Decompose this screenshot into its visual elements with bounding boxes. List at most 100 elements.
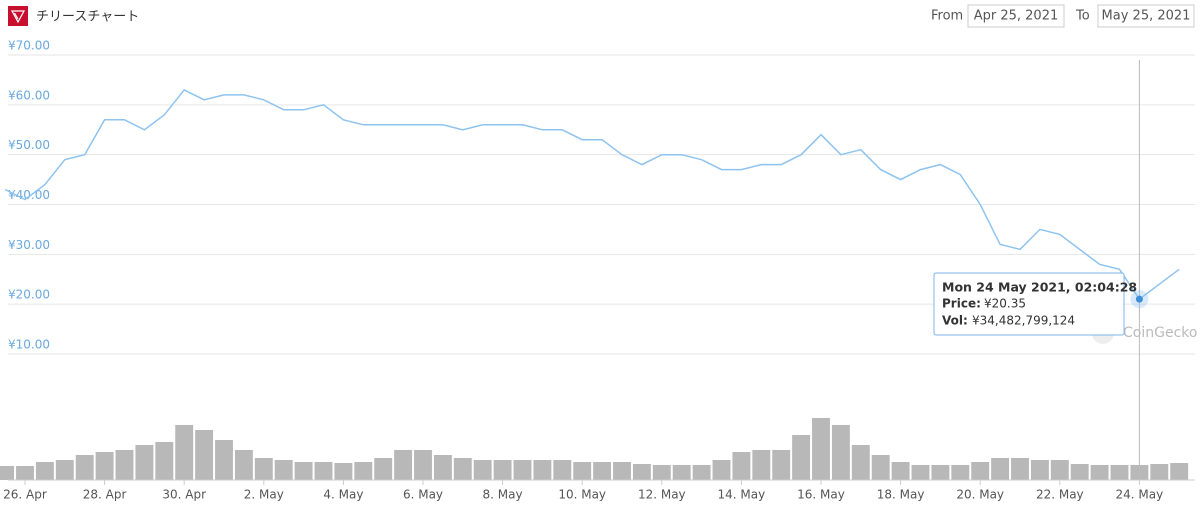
x-tick-label: 10. May <box>558 488 606 502</box>
y-tick-label: ¥30.00 <box>8 238 50 252</box>
y-tick-label: ¥70.00 <box>8 39 50 53</box>
x-tick-label: 6. May <box>403 488 443 502</box>
y-tick-label: ¥10.00 <box>8 338 50 352</box>
volume-bar <box>493 459 512 480</box>
plot-area: ¥10.00 ¥20.00 ¥30.00 ¥40.00 ¥50.00 ¥60.00 ¥70.… <box>0 39 1197 502</box>
volume-bar <box>16 465 34 480</box>
volume-bar <box>951 464 970 480</box>
volume-bar <box>812 417 830 480</box>
tooltip-vol: ¥34,482,799,124 <box>972 314 1075 328</box>
volume-bar <box>911 464 930 480</box>
volume-bar <box>394 449 413 480</box>
tooltip-price-label: Price: <box>942 297 981 311</box>
volume-bar <box>613 461 631 480</box>
volume-bar <box>831 424 850 480</box>
x-tick-label: 22. May <box>1036 488 1084 502</box>
volume-bar <box>573 461 592 480</box>
to-date: May 25, 2021 <box>1102 9 1191 24</box>
y-tick-label: ¥60.00 <box>8 88 50 102</box>
volume-bar <box>991 457 1010 480</box>
price-line <box>4 88 1180 301</box>
x-tick-label: 20. May <box>956 488 1004 502</box>
x-tick-label: 4. May <box>323 488 363 502</box>
volume-bar <box>294 461 313 480</box>
volume-bar <box>971 461 990 480</box>
volume-bar <box>1030 459 1049 480</box>
tooltip-price: ¥20.35 <box>984 297 1026 311</box>
y-tick-label: ¥20.00 <box>8 288 50 302</box>
volume-bar <box>175 424 194 480</box>
volume-bar <box>414 449 432 480</box>
x-tick-label: 24. May <box>1116 488 1164 502</box>
volume-bar <box>513 459 532 480</box>
volume-bar <box>891 461 910 480</box>
volume-bar <box>871 454 890 480</box>
volume-bar <box>533 459 552 480</box>
volume-bar <box>473 459 492 480</box>
x-tick-label: 30. Apr <box>162 488 206 502</box>
volume-bar <box>215 439 233 480</box>
volume-bar <box>792 434 811 480</box>
y-tick-label: ¥50.00 <box>8 138 50 152</box>
x-tick-label: 2. May <box>244 488 284 502</box>
volume-bar <box>0 465 15 480</box>
volume-bar <box>632 463 651 480</box>
x-tick-label: 16. May <box>797 488 845 502</box>
volume-bar <box>433 454 452 480</box>
volume-bar <box>195 429 214 480</box>
volume-bar <box>772 449 791 480</box>
chart-title: チリースチャート <box>36 10 139 25</box>
volume-bar <box>453 457 472 480</box>
from-date: Apr 25, 2021 <box>974 9 1059 24</box>
from-input[interactable] <box>967 4 1065 28</box>
volume-bar <box>1170 462 1189 480</box>
volume-bar <box>254 457 273 480</box>
volume-bar <box>155 441 174 480</box>
volume-bar <box>234 449 253 480</box>
volume-bar <box>1150 463 1169 480</box>
volume-bar <box>1011 457 1029 480</box>
volume-bar <box>593 461 612 480</box>
x-tick-label: 28. Apr <box>83 488 127 502</box>
volume-bar <box>95 451 114 480</box>
volume-bar <box>851 444 870 480</box>
volume-bar <box>314 461 333 480</box>
logo-mark <box>10 10 26 24</box>
x-tick-label: 18. May <box>877 488 925 502</box>
watermark: CoinGecko <box>1123 325 1197 341</box>
volume-bar <box>354 461 373 480</box>
volume-bar <box>1050 459 1069 480</box>
volume-bar <box>553 459 572 480</box>
volume-bar <box>931 464 950 480</box>
volume-bar <box>115 449 134 480</box>
hover-point <box>1135 295 1143 303</box>
x-tick-label: 26. Apr <box>3 488 47 502</box>
tooltip-date: Mon 24 May 2021, 02:04:28 <box>942 280 1137 295</box>
volume-bar <box>672 464 691 480</box>
tooltip-vol-label: Vol: <box>942 314 968 328</box>
from-label: From <box>931 9 963 24</box>
to-input[interactable] <box>1097 4 1195 28</box>
x-tick-label: 8. May <box>483 488 523 502</box>
volume-bar <box>55 459 74 480</box>
x-tick-label: 12. May <box>638 488 686 502</box>
volume-bar <box>75 454 94 480</box>
to-label: To <box>1075 9 1090 24</box>
volume-bar <box>35 461 54 480</box>
volume-bar <box>135 444 154 480</box>
y-tick-label: ¥40.00 <box>8 188 50 202</box>
volume-bar <box>1070 463 1089 480</box>
volume-bar <box>752 449 771 480</box>
volume-bar <box>1090 464 1109 480</box>
x-tick-label: 14. May <box>718 488 766 502</box>
volume-bar <box>652 464 671 480</box>
volume-bar <box>274 459 293 480</box>
volume-bar <box>374 457 393 480</box>
volume-bar <box>334 462 353 480</box>
tooltip <box>933 272 1125 336</box>
volume-bar <box>712 459 731 480</box>
volume-bar <box>692 464 711 480</box>
volume-bar <box>1110 464 1129 480</box>
volume-bar <box>732 451 751 480</box>
